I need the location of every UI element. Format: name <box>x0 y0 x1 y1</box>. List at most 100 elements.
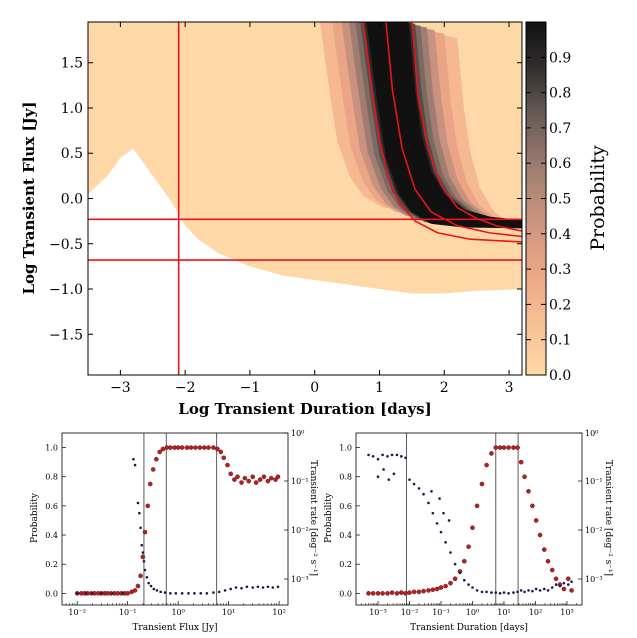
probability-point <box>145 503 151 509</box>
panel-y-tick-label: 0.0 <box>339 589 352 598</box>
panel-x-tick-label: 10⁻² <box>401 608 419 617</box>
heatmap-y-tick-label: −1.5 <box>49 327 83 343</box>
heatmap-x-tick-label: 3 <box>505 380 514 396</box>
transient-rate-point <box>133 463 137 467</box>
transient-rate-point <box>458 571 462 575</box>
duration-panel-points <box>366 445 574 596</box>
transient-rate-point <box>417 487 421 490</box>
transient-rate-point <box>152 587 156 591</box>
transient-rate-point <box>550 586 554 589</box>
transient-rate-point <box>138 511 141 515</box>
probability-point <box>426 588 431 593</box>
transient-rate-point <box>382 468 385 471</box>
probability-point <box>389 590 395 595</box>
panel-y2-tick-label: 10⁻² <box>585 526 603 535</box>
probability-point <box>530 503 535 509</box>
transient-rate-point <box>523 590 526 594</box>
transient-rate-point <box>538 589 542 592</box>
transient-rate-point <box>251 586 255 589</box>
probability-point <box>175 445 181 450</box>
heatmap-x-tick-label: −1 <box>240 380 261 396</box>
transient-rate-point <box>245 585 249 589</box>
colorbar-tick-label: 0.8 <box>549 86 571 102</box>
transient-rate-point <box>546 589 550 592</box>
probability-point <box>380 591 385 596</box>
probability-point <box>470 525 475 531</box>
transient-rate-point <box>542 587 546 591</box>
transient-rate-point <box>367 453 370 457</box>
transient-rate-point <box>256 585 260 589</box>
panel-y2-tick-label: 10⁻¹ <box>585 477 603 486</box>
transient-rate-point <box>439 530 443 534</box>
transient-rate-point <box>75 592 79 595</box>
transient-rate-point <box>507 592 510 595</box>
panel-x-tick-label: 10² <box>529 608 542 617</box>
transient-rate-point <box>91 592 94 595</box>
probability-point <box>273 477 278 482</box>
transient-rate-point <box>180 592 184 595</box>
flux-panel-frame <box>61 432 289 606</box>
transient-rate-point <box>431 511 435 515</box>
probability-point <box>565 576 571 582</box>
transient-rate-point <box>430 490 433 493</box>
transient-rate-point <box>392 472 396 476</box>
duration-panel-y2-axis-label: Transient rate [deg⁻² s⁻¹] <box>603 460 613 576</box>
probability-point <box>215 446 220 452</box>
probability-point <box>257 477 263 482</box>
transient-rate-point <box>494 591 498 594</box>
probability-point <box>370 591 376 596</box>
transient-rate-point <box>554 583 558 586</box>
probability-point <box>239 480 244 485</box>
probability-point <box>448 580 453 586</box>
transient-rate-point <box>240 586 243 590</box>
probability-point <box>462 558 467 564</box>
probability-point <box>411 589 417 595</box>
transient-rate-point <box>422 492 425 496</box>
transient-rate-point <box>84 592 88 595</box>
colorbar-tick-label: 0.2 <box>549 297 571 313</box>
probability-point <box>515 445 520 450</box>
probability-point <box>549 567 555 573</box>
heatmap-panel: −3 −2 −1 0 1 2 3 −1.5 −1.0 −0.5 0.0 0.5 1.0 1.5 Log T… <box>20 21 523 418</box>
transient-rate-point <box>159 590 162 594</box>
panel-y-tick-label: 0.6 <box>339 502 352 511</box>
panel-y-tick-label: 1.0 <box>45 444 58 453</box>
probability-point <box>184 445 190 450</box>
transient-rate-point <box>143 568 147 572</box>
heatmap-x-tick-label: 2 <box>440 380 449 396</box>
colorbar-tick-label: 0.6 <box>549 156 571 172</box>
panel-y-tick-label: 0.4 <box>339 531 352 540</box>
colorbar-tick-label: 0.9 <box>549 50 571 66</box>
probability-point <box>474 503 480 509</box>
heatmap-ticks: −3 −2 −1 0 1 2 3 −1.5 −1.0 −0.5 0.0 0.5 1.0 1.5 <box>49 22 522 396</box>
probability-point <box>385 591 390 596</box>
probability-point <box>545 558 551 564</box>
heatmap-layer <box>88 22 522 294</box>
colorbar-tick-label: 0.1 <box>549 333 571 349</box>
probability-point <box>366 591 371 596</box>
heatmap-y-tick-label: 1.5 <box>61 56 83 72</box>
transient-rate-point <box>438 497 441 500</box>
probability-point <box>493 445 499 450</box>
transient-rate-point <box>169 592 172 595</box>
probability-point <box>438 585 444 590</box>
transient-rate-point <box>512 591 515 594</box>
heatmap-x-tick-label: 1 <box>375 380 384 396</box>
flux-panel-points <box>74 445 281 596</box>
panel-x-tick-label: 10¹ <box>497 608 510 617</box>
transient-rate-point <box>234 586 238 589</box>
probability-point <box>452 576 458 582</box>
transient-rate-point <box>531 589 534 593</box>
transient-rate-point <box>442 511 445 515</box>
panel-y-tick-label: 0.4 <box>45 531 58 540</box>
heatmap-y-tick-label: 0.0 <box>61 192 83 208</box>
probability-point <box>253 480 259 485</box>
heatmap-band-level-7 <box>366 22 522 229</box>
duration-panel-vertical-lines <box>406 433 519 605</box>
transient-rate-point <box>149 584 153 588</box>
probability-point <box>399 590 404 595</box>
probability-point <box>135 583 141 589</box>
probability-point <box>218 449 224 455</box>
flux-panel-vertical-lines <box>143 433 218 605</box>
colorbar-tick-label: 0.5 <box>549 192 571 208</box>
